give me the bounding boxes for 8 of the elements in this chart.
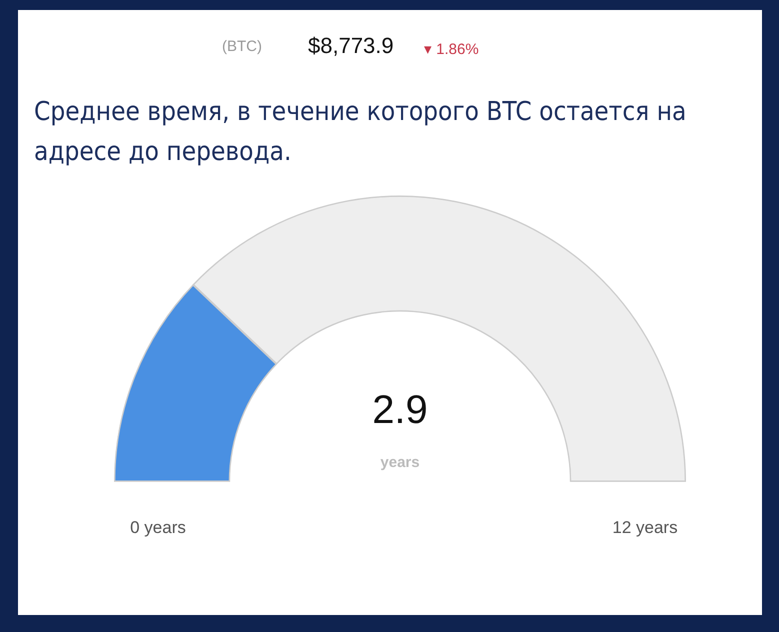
text: (BTC) [222, 38, 262, 55]
text: $8,773.9 [308, 33, 394, 59]
text: years [379, 454, 421, 471]
text: 12 years [611, 518, 679, 538]
text: ▾ 1.86% [424, 40, 479, 58]
chart-title: Среднее время, в течение которого BTC остается на адресе до перевода. [34, 96, 688, 169]
text: 0 years [129, 518, 187, 538]
text: 2.9 [371, 388, 429, 433]
